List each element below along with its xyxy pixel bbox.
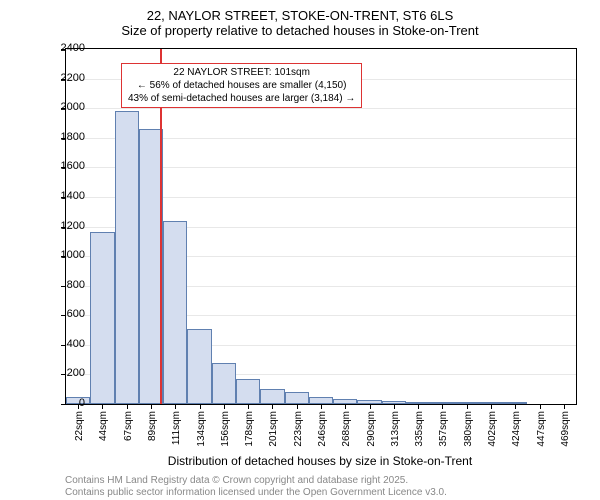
xtick-mark [127,404,128,409]
ytick-label: 1600 [45,160,85,172]
xtick-mark [515,404,516,409]
xtick-label: 201sqm [268,411,279,447]
xtick-label: 223sqm [293,411,304,447]
ytick-label: 800 [45,279,85,291]
histogram-bar [212,363,236,404]
xtick-label: 380sqm [463,411,474,447]
gridline [66,108,576,109]
chart-container: 22, NAYLOR STREET, STOKE-ON-TRENT, ST6 6… [0,0,600,500]
callout-line-2: ← 56% of detached houses are smaller (4,… [128,79,355,92]
ytick-label: 1000 [45,249,85,261]
ytick-label: 400 [45,338,85,350]
xtick-label: 178sqm [244,411,255,447]
ytick-label: 1400 [45,190,85,202]
histogram-bar [236,379,260,404]
callout-line-3: 43% of semi-detached houses are larger (… [128,92,355,105]
footer-licence: Contains public sector information licen… [65,487,447,498]
xtick-mark [491,404,492,409]
xtick-mark [467,404,468,409]
xtick-label: 357sqm [438,411,449,447]
xtick-label: 447sqm [536,411,547,447]
histogram-bar [163,221,187,404]
xtick-mark [321,404,322,409]
xtick-mark [345,404,346,409]
ytick-label: 1200 [45,220,85,232]
ytick-label: 1800 [45,131,85,143]
ytick-label: 600 [45,308,85,320]
xtick-mark [224,404,225,409]
xtick-label: 44sqm [98,411,109,441]
title-sub: Size of property relative to detached ho… [0,23,600,38]
xtick-label: 134sqm [196,411,207,447]
ytick-label: 2200 [45,72,85,84]
xtick-label: 246sqm [317,411,328,447]
callout-line-1: 22 NAYLOR STREET: 101sqm [128,66,355,79]
xtick-mark [297,404,298,409]
xtick-label: 290sqm [366,411,377,447]
xtick-label: 313sqm [390,411,401,447]
xtick-mark [442,404,443,409]
ytick-label: 0 [45,397,85,409]
xtick-label: 424sqm [511,411,522,447]
xtick-mark [370,404,371,409]
xtick-mark [151,404,152,409]
xtick-mark [394,404,395,409]
ytick-label: 2000 [45,101,85,113]
xtick-label: 111sqm [171,411,182,445]
callout-box: 22 NAYLOR STREET: 101sqm← 56% of detache… [121,63,362,108]
footer-copyright: Contains HM Land Registry data © Crown c… [65,475,408,486]
x-axis-label: Distribution of detached houses by size … [65,454,575,468]
histogram-bar [115,111,139,404]
xtick-label: 22sqm [74,411,85,441]
ytick-label: 2400 [45,42,85,54]
xtick-label: 268sqm [341,411,352,447]
xtick-mark [418,404,419,409]
histogram-bar [260,389,284,404]
plot-area: 22sqm44sqm67sqm89sqm111sqm134sqm156sqm17… [65,48,577,405]
histogram-bar [309,397,333,404]
xtick-label: 335sqm [414,411,425,447]
xtick-mark [248,404,249,409]
xtick-mark [175,404,176,409]
histogram-bar [285,392,309,404]
xtick-label: 67sqm [123,411,134,441]
xtick-mark [102,404,103,409]
xtick-label: 402sqm [487,411,498,447]
title-main: 22, NAYLOR STREET, STOKE-ON-TRENT, ST6 6… [0,0,600,23]
xtick-label: 89sqm [147,411,158,441]
histogram-bar [90,232,114,404]
xtick-mark [564,404,565,409]
xtick-label: 469sqm [560,411,571,447]
ytick-label: 200 [45,367,85,379]
histogram-bar [187,329,211,404]
xtick-mark [272,404,273,409]
xtick-mark [200,404,201,409]
xtick-label: 156sqm [220,411,231,447]
xtick-mark [540,404,541,409]
